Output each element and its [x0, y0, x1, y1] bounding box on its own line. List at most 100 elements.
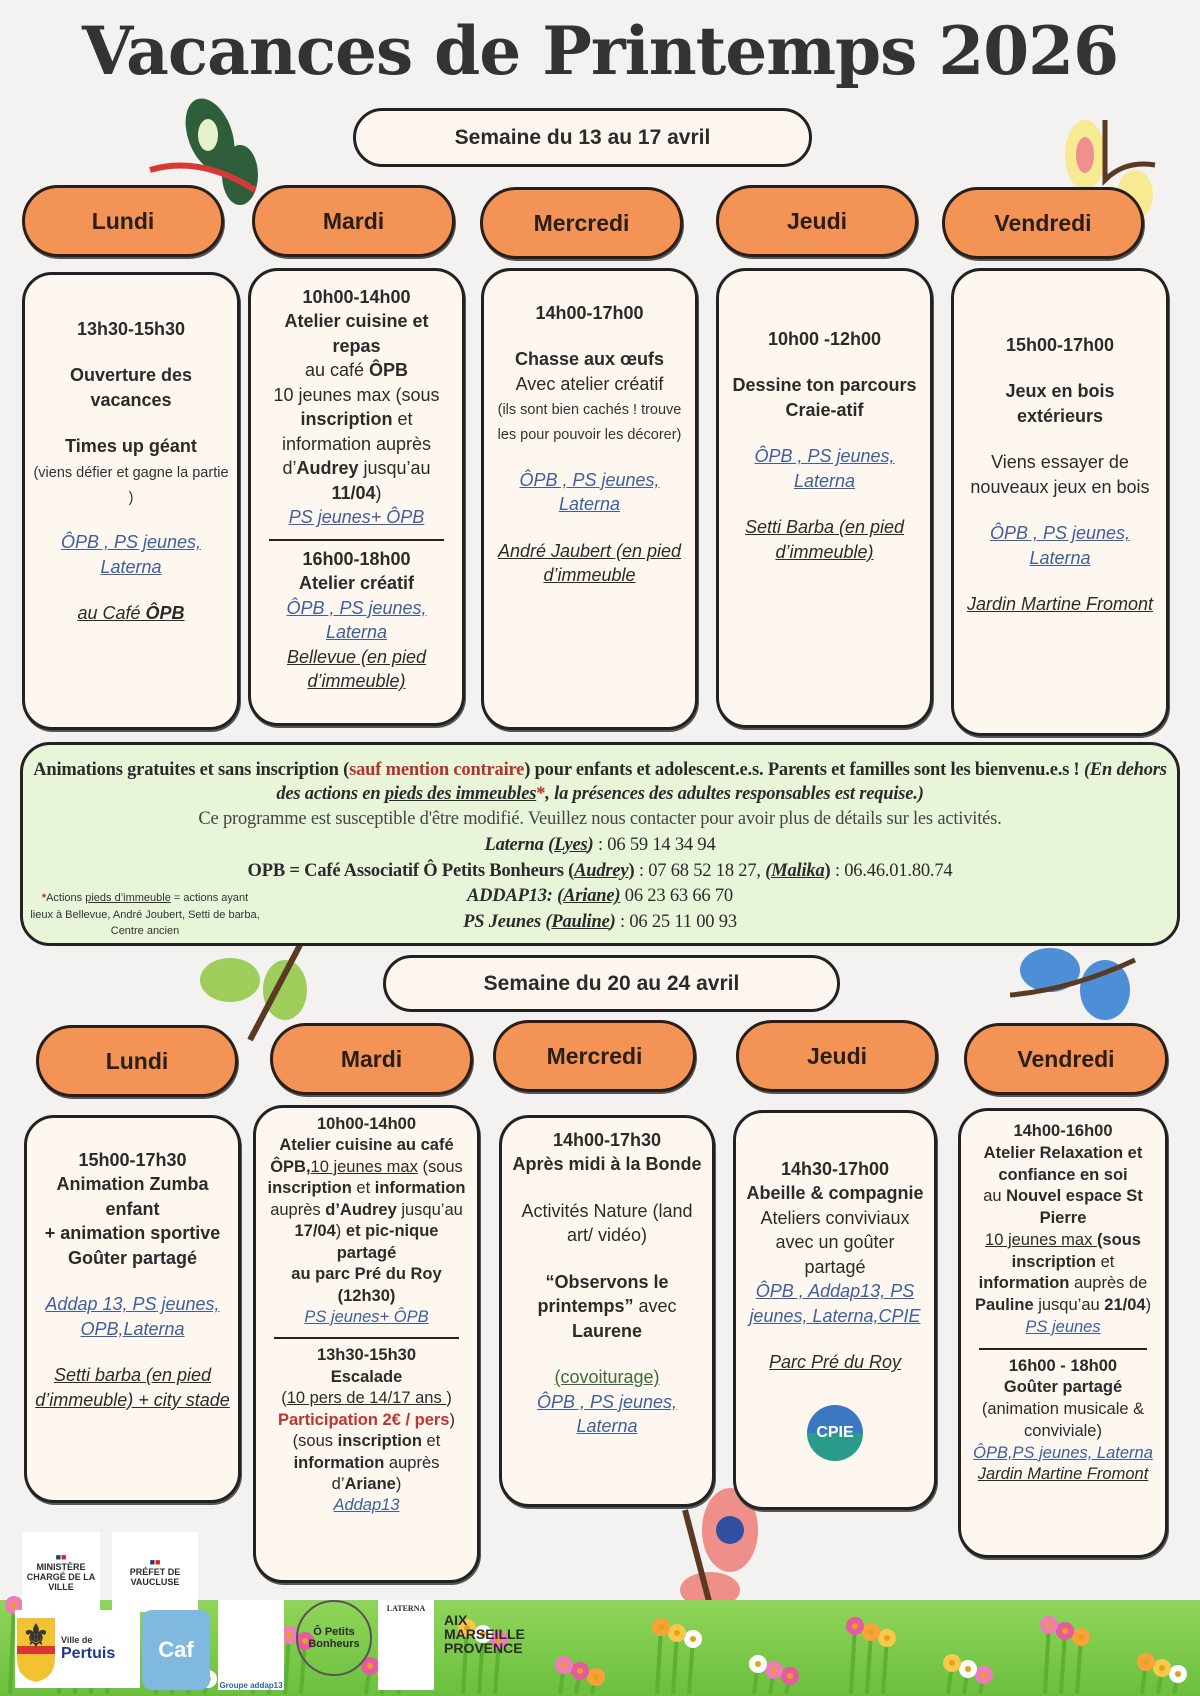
svg-text:⚜: ⚜ [23, 1620, 50, 1653]
text-segment[interactable]: ÔPB , PS jeunes, Laterna [536, 1391, 678, 1437]
activity-line: 15h00-17h00 [962, 333, 1158, 357]
text-segment: jusqu’au [358, 458, 431, 479]
activity-line: Atelier cuisine au café ÔPB,10 jeunes ma… [264, 1135, 469, 1264]
text-segment: Animations gratuites et sans inscription… [33, 760, 350, 780]
text-segment[interactable]: ÔPB , PS jeunes, Laterna [286, 597, 427, 643]
prefet-logo-text: PRÉFET DE VAUCLUSE [129, 1567, 181, 1587]
info-line: PS Jeunes (Pauline) : 06 25 11 00 93 [31, 911, 1169, 935]
text-segment: 06 23 63 66 70 [620, 886, 733, 907]
activity-line: 10h00 -12h00 [727, 327, 922, 351]
text-segment: 14h00-16h00 [1013, 1122, 1113, 1140]
activity-line: ÔPB , PS jeunes, Laterna [510, 1390, 704, 1439]
footnote: *Actions pieds d’immeuble = actions ayan… [30, 890, 260, 940]
divider [979, 1347, 1147, 1350]
text-segment: auprès de [1069, 1274, 1148, 1293]
text-segment[interactable]: PS jeunes+ ÔPB [288, 507, 425, 528]
text-segment: 16h00 - 18h00 [1008, 1356, 1118, 1375]
text-segment[interactable]: ÔPB , Addap13, PS jeunes, Laterna,CPIE [749, 1281, 921, 1326]
week1-label: Semaine du 13 au 17 avril [353, 108, 812, 167]
text-segment: jusqu’au [1033, 1296, 1105, 1315]
text-segment: 15h00-17h00 [1005, 335, 1115, 355]
text-segment: (sous [417, 1157, 463, 1176]
text-segment[interactable]: ÔPB , PS jeunes, Laterna [754, 446, 895, 491]
text-segment: Dessine ton parcours Craie-atif [732, 375, 917, 420]
activity-line: Participation 2€ / pers) [264, 1410, 469, 1431]
text-segment: (viens défier et gagne la partie ) [33, 464, 229, 506]
text-segment[interactable]: PS jeunes+ ÔPB [304, 1307, 429, 1326]
text-segment: Goûter partagé [67, 1247, 198, 1268]
activity-line: Goûter partagé [35, 1246, 230, 1270]
text-segment[interactable]: ÔPB , PS jeunes, Laterna [519, 469, 660, 515]
activity-line: ÔPB , Addap13, PS jeunes, Laterna,CPIE [744, 1279, 926, 1328]
text-segment[interactable]: ÔPB,PS jeunes, Laterna [973, 1443, 1153, 1462]
activity-line: 14h00-17h00 [492, 301, 687, 325]
text-segment: Laterna ( [484, 835, 555, 856]
text-segment: Pauline [551, 912, 610, 933]
activity-line: 13h30-15h30 [264, 1345, 469, 1366]
text-segment: avec [633, 1296, 677, 1317]
text-segment: et pic-nique partagé [336, 1222, 439, 1262]
activity-line: Setti Barba (en pied d’immeuble) [727, 515, 922, 564]
w1-card-lundi: 13h30-15h30 Ouverture des vacances Times u… [22, 272, 240, 730]
text-segment: pieds d’immeuble [85, 892, 171, 904]
text-segment[interactable]: ÔPB , PS jeunes, Laterna [989, 523, 1131, 568]
text-segment: au [983, 1187, 1007, 1206]
text-segment: inscription [267, 1179, 352, 1198]
text-segment: (covoiturage) [554, 1367, 660, 1388]
activity-line: ÔPB , PS jeunes, Laterna [962, 521, 1158, 570]
text-segment: Viens essayer de nouveaux jeux en bois [970, 452, 1150, 497]
text-segment: (Malika [765, 860, 825, 881]
activity-line: Atelier Relaxation et confiance en soi [969, 1143, 1157, 1187]
text-segment[interactable]: Addap 13, PS jeunes, OPB,Laterna [45, 1294, 220, 1339]
activity-line: (ils sont bien cachés ! trouve les pour … [492, 396, 687, 445]
butterfly-decoration-yellow [1065, 120, 1156, 220]
text-segment: OPB = Café Associatif Ô Petits Bonheurs … [247, 860, 575, 881]
activity-line: Activités Nature (land art/ vidéo) [510, 1199, 704, 1248]
w1-day-jeudi: Jeudi [716, 185, 918, 257]
text-segment: Activités Nature (land art/ vidéo) [521, 1200, 693, 1246]
text-segment: * [41, 892, 47, 904]
text-segment: ) [1145, 1296, 1152, 1315]
activity-line: Parc Pré du Roy [744, 1350, 926, 1374]
text-segment[interactable]: ÔPB , PS jeunes, Laterna [60, 532, 202, 577]
text-segment: et information auprès d’ [281, 409, 432, 479]
info-line: OPB = Café Associatif Ô Petits Bonheurs … [31, 860, 1169, 884]
text-segment: jusqu’au [396, 1200, 463, 1219]
text-segment: Audrey [574, 860, 629, 881]
week2-label: Semaine du 20 au 24 avril [383, 955, 840, 1012]
text-segment: 17/04 [294, 1222, 336, 1241]
activity-line: Setti barba (en pied d’immeuble) + city … [35, 1363, 230, 1412]
text-segment: Jardin Martine Fromont [966, 594, 1154, 615]
activity-line: PS jeunes+ ÔPB [264, 1307, 469, 1328]
w2-card-vendredi: 14h00-16h00 Atelier Relaxation et confian… [958, 1108, 1168, 1558]
activity-line: Abeille & compagnie [744, 1181, 926, 1205]
activity-line: Jardin Martine Fromont [969, 1464, 1157, 1486]
activity-line: (viens défier et gagne la partie ) [33, 459, 229, 508]
activity-line: (animation musicale & conviviale) [969, 1399, 1157, 1443]
w2-day-lundi: Lundi [36, 1025, 238, 1097]
text-segment: Nouvel espace St Pierre [1006, 1187, 1143, 1228]
text-segment: 10 jeunes max [985, 1230, 1097, 1249]
activity-line: au Café ÔPB [33, 601, 229, 625]
text-segment: 14h30-17h00 [780, 1159, 890, 1179]
text-segment[interactable]: PS jeunes [1025, 1317, 1101, 1336]
text-segment[interactable]: Addap13 [333, 1496, 400, 1515]
text-segment: information [293, 1453, 385, 1472]
text-segment: 13h30-15h30 [76, 319, 186, 339]
activity-line: ÔPB , PS jeunes, Laterna [492, 468, 687, 517]
text-segment: Lyes [554, 835, 588, 856]
activity-line: Animation Zumba enfant [35, 1172, 230, 1221]
text-segment: ) [824, 860, 831, 881]
text-segment: au café [304, 360, 370, 381]
activity-line: + animation sportive [35, 1221, 230, 1245]
activity-line: Ouverture des vacances [33, 363, 229, 412]
activity-line: “Observons le printemps” avec Laurene [510, 1270, 704, 1343]
text-segment: 15h00-17h30 [78, 1150, 187, 1170]
text-segment: Ariane [344, 1475, 396, 1493]
w1-day-mardi: Mardi [252, 185, 455, 257]
text-segment: Actions [46, 892, 86, 904]
text-segment: 10h00-14h00 [316, 1115, 417, 1133]
activity-line: 10 jeunes max (sous inscription et infor… [259, 383, 454, 505]
text-segment: Jeux en bois extérieurs [1005, 381, 1115, 426]
text-segment: auprès [270, 1200, 326, 1219]
